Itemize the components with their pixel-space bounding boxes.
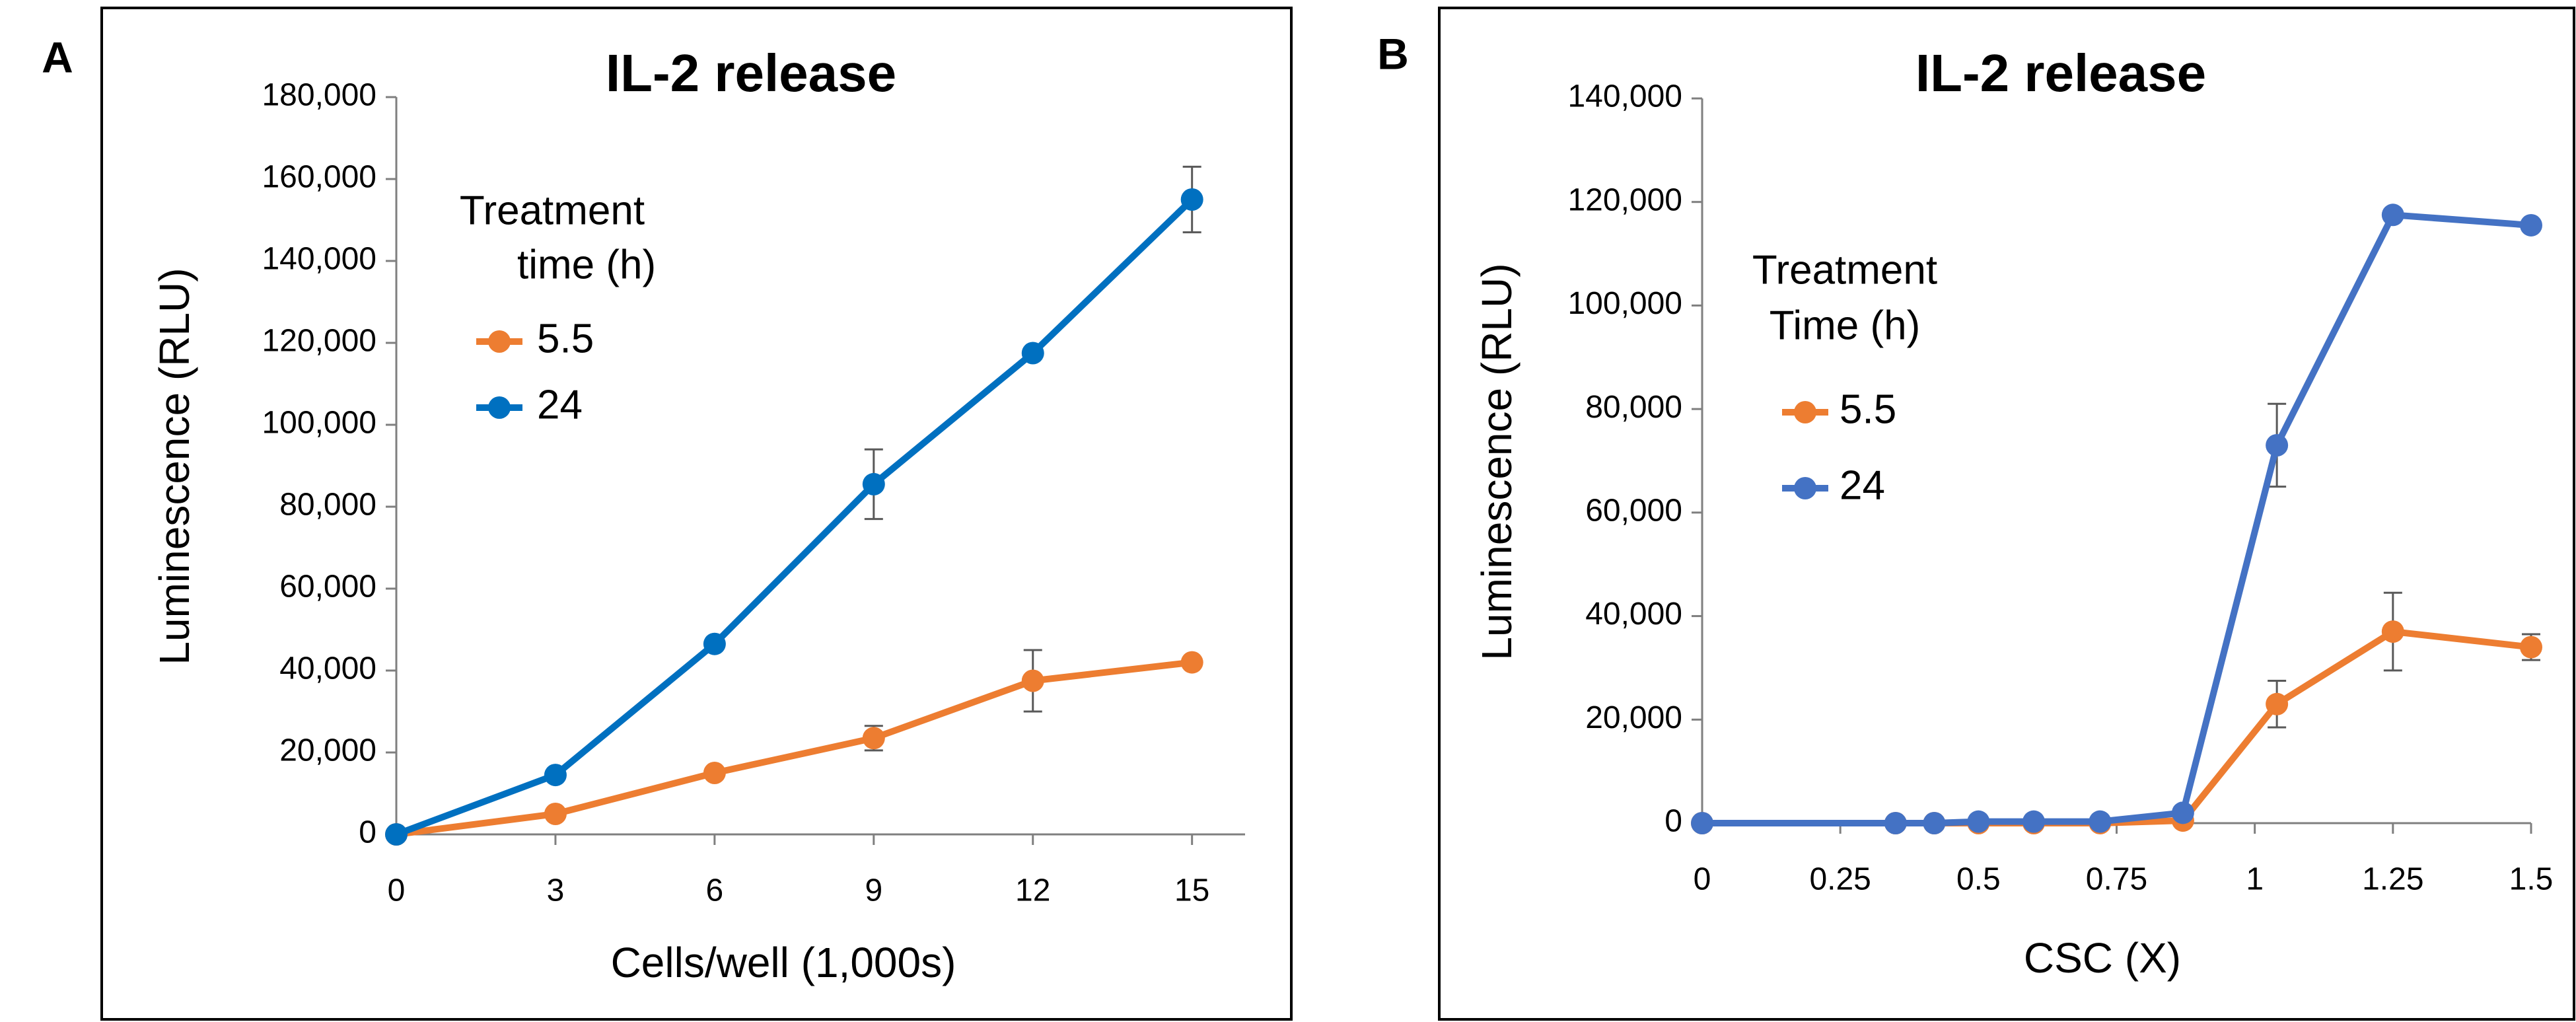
y-tick-label: 180,000 — [262, 78, 376, 113]
legend-label: 24 — [1840, 462, 1885, 508]
y-tick-label: 80,000 — [279, 488, 376, 523]
y-tick-label: 120,000 — [1567, 182, 1682, 217]
data-point — [862, 727, 885, 750]
data-point — [1691, 812, 1713, 834]
x-tick-label: 12 — [1015, 873, 1050, 908]
data-point — [1021, 669, 1044, 692]
legend-title: Time (h) — [1770, 303, 1920, 348]
data-point — [703, 632, 726, 655]
data-point — [1884, 812, 1907, 834]
data-point — [1923, 812, 1946, 834]
legend-label: 5.5 — [1840, 386, 1896, 432]
y-axis-label: Luminescence (RLU) — [1473, 263, 1521, 660]
chart-title: IL-2 release — [1915, 44, 2206, 102]
y-tick-label: 20,000 — [1585, 700, 1682, 735]
data-point — [2022, 810, 2045, 833]
data-point — [2520, 213, 2542, 237]
panel-frame — [1438, 7, 2575, 1021]
x-tick-label: 1 — [2246, 862, 2264, 897]
data-point — [544, 764, 567, 787]
data-point — [1967, 810, 1990, 833]
data-point — [2381, 620, 2404, 643]
chart-title: IL-2 release — [606, 44, 896, 102]
data-point — [385, 823, 408, 846]
legend-marker — [1794, 401, 1816, 423]
x-tick-label: 0 — [1694, 862, 1711, 897]
x-tick-label: 0 — [388, 873, 406, 908]
data-point — [2089, 810, 2112, 833]
y-tick-label: 0 — [359, 815, 376, 850]
data-point — [2171, 801, 2194, 824]
y-tick-label: 100,000 — [262, 406, 376, 441]
y-tick-label: 100,000 — [1567, 286, 1682, 321]
x-tick-label: 1.5 — [2509, 862, 2554, 897]
y-tick-label: 0 — [1664, 804, 1682, 839]
x-tick-label: 15 — [1174, 873, 1209, 908]
y-tick-label: 140,000 — [262, 242, 376, 277]
data-point — [2266, 692, 2289, 715]
y-tick-label: 160,000 — [262, 160, 376, 195]
x-tick-label: 9 — [865, 873, 882, 908]
data-point — [2520, 636, 2542, 659]
x-tick-label: 6 — [706, 873, 724, 908]
series-line — [395, 197, 1195, 838]
x-tick-label: 0.5 — [1956, 862, 2001, 897]
x-axis-label: CSC (X) — [2024, 934, 2181, 982]
panel-label: B — [1377, 29, 1409, 78]
legend-title: Treatment — [460, 188, 645, 233]
legend-marker — [1794, 477, 1816, 499]
x-axis-label: Cells/well (1,000s) — [611, 939, 956, 986]
legend-title: Treatment — [1752, 247, 1937, 293]
legend-label: 24 — [537, 382, 583, 427]
data-point — [2381, 203, 2404, 227]
data-point — [862, 472, 885, 495]
series-line — [1702, 211, 2532, 826]
data-point — [1180, 188, 1203, 211]
data-point — [703, 762, 726, 784]
y-axis-label: Luminescence (RLU) — [151, 268, 198, 665]
data-point — [544, 803, 567, 825]
y-tick-label: 120,000 — [262, 324, 376, 359]
series-line — [396, 659, 1193, 838]
panel-frame — [100, 7, 1293, 1021]
data-point — [2266, 433, 2289, 456]
y-tick-label: 20,000 — [279, 733, 376, 768]
y-tick-label: 140,000 — [1567, 79, 1682, 114]
y-tick-label: 60,000 — [1585, 493, 1682, 529]
y-tick-label: 40,000 — [279, 651, 376, 686]
legend-label: 5.5 — [537, 316, 594, 361]
data-point — [1180, 651, 1203, 674]
x-tick-label: 0.25 — [1809, 862, 1871, 897]
legend-title: time (h) — [517, 242, 656, 287]
series-line — [1702, 628, 2532, 826]
panel-label: A — [42, 32, 73, 81]
data-point — [1021, 342, 1044, 365]
x-tick-label: 0.75 — [2086, 862, 2147, 897]
y-tick-label: 60,000 — [279, 569, 376, 604]
x-tick-label: 1.25 — [2362, 862, 2423, 897]
x-tick-label: 3 — [547, 873, 565, 908]
y-tick-label: 80,000 — [1585, 390, 1682, 425]
legend-marker — [488, 396, 511, 419]
legend-marker — [488, 330, 511, 353]
y-tick-label: 40,000 — [1585, 597, 1682, 632]
